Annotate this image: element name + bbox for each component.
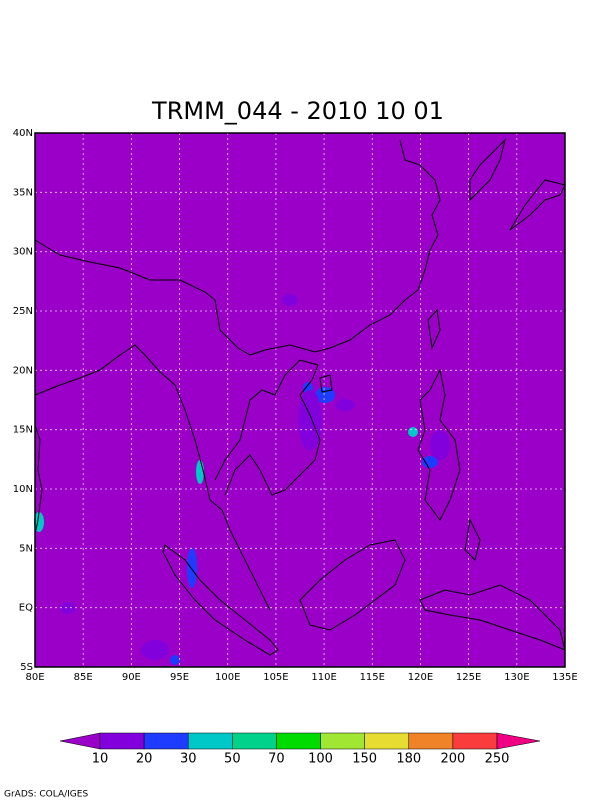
x-tick-label: 125E bbox=[456, 672, 481, 683]
colorbar-label: 200 bbox=[440, 752, 465, 767]
grid bbox=[35, 133, 565, 667]
colorbar-box bbox=[320, 732, 365, 750]
colorbar-box bbox=[452, 732, 498, 750]
colorbar-triangle bbox=[59, 732, 101, 750]
colorbar-box bbox=[232, 732, 277, 750]
colorbar-box bbox=[408, 732, 454, 750]
colorbar-label: 250 bbox=[485, 752, 510, 767]
map-area bbox=[35, 133, 565, 667]
x-tick-label: 130E bbox=[504, 672, 529, 683]
footer: GrADS: COLA/IGES bbox=[4, 790, 88, 800]
y-tick-label: 10N bbox=[13, 484, 33, 495]
colorbar-label: 150 bbox=[352, 752, 377, 767]
x-tick-label: 80E bbox=[25, 672, 44, 683]
map-title: TRMM_044 - 2010 10 01 bbox=[151, 97, 444, 125]
x-tick-label: 110E bbox=[311, 672, 336, 683]
colorbar-label: 20 bbox=[136, 752, 153, 767]
colorbar-triangle bbox=[496, 732, 541, 750]
rain-areas bbox=[34, 294, 450, 665]
y-tick-label: 20N bbox=[13, 365, 33, 376]
colorbar-box bbox=[187, 732, 233, 750]
colorbar-box bbox=[276, 732, 321, 750]
colorbar-label: 180 bbox=[396, 752, 421, 767]
y-tick-label: 25N bbox=[13, 306, 33, 317]
x-tick-label: 105E bbox=[263, 672, 288, 683]
x-tick-label: 100E bbox=[215, 672, 240, 683]
y-tick-label: 35N bbox=[13, 187, 33, 198]
y-tick-label: 5S bbox=[20, 662, 33, 673]
colorbar-label: 30 bbox=[180, 752, 197, 767]
colorbar-box bbox=[364, 732, 410, 750]
y-tick-label: 30N bbox=[13, 247, 33, 258]
colorbar-label: 100 bbox=[308, 752, 333, 767]
x-tick-label: 95E bbox=[170, 672, 189, 683]
x-tick-label: 90E bbox=[122, 672, 141, 683]
y-tick-label: 5N bbox=[19, 543, 33, 554]
colorbar-box bbox=[143, 732, 189, 750]
map-frame bbox=[34, 132, 566, 668]
colorbar-label: 50 bbox=[224, 752, 241, 767]
colorbar-label: 70 bbox=[268, 752, 285, 767]
x-tick-label: 120E bbox=[408, 672, 433, 683]
x-tick-label: 135E bbox=[552, 672, 577, 683]
x-tick-label: 85E bbox=[74, 672, 93, 683]
colorbar-label: 10 bbox=[92, 752, 109, 767]
y-tick-label: 40N bbox=[13, 128, 33, 139]
x-tick-label: 115E bbox=[360, 672, 385, 683]
colorbar-box bbox=[99, 732, 145, 750]
y-tick-label: EQ bbox=[19, 603, 33, 614]
y-tick-label: 15N bbox=[13, 425, 33, 436]
